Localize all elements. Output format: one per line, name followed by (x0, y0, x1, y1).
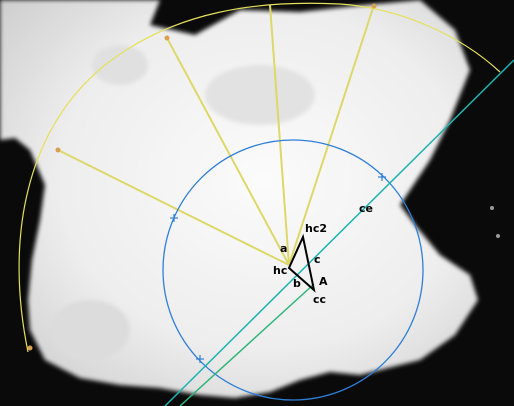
ray (166, 37, 290, 266)
shadow-patch (205, 65, 315, 125)
ray (288, 4, 375, 266)
shadow-patch (92, 45, 148, 85)
shadow-patch (50, 300, 130, 360)
arc-marker (164, 35, 170, 41)
artifact-dot (490, 206, 494, 210)
label-hc: hc (273, 264, 287, 277)
radial-rays (57, 4, 375, 266)
circle-tick (378, 173, 386, 181)
specimen-region (0, 0, 478, 398)
label-c: c (314, 253, 321, 266)
measurement-triangle (287, 233, 316, 293)
artifact-dot (496, 234, 500, 238)
outer-arc (18, 2, 501, 353)
label-b: b (293, 277, 301, 290)
label-A: A (319, 275, 328, 288)
arc-marker (371, 3, 377, 9)
circle-tick (170, 214, 178, 222)
label-ce: ce (359, 202, 373, 215)
cyan-line (164, 59, 514, 406)
circle-ticks (170, 173, 386, 363)
label-hc2: hc2 (305, 222, 327, 235)
green-line (179, 283, 315, 406)
circle-tick (196, 355, 204, 363)
ray (269, 4, 290, 266)
arc-marker (27, 345, 33, 351)
inscribed-circle (162, 139, 424, 401)
ray (57, 149, 290, 266)
label-cc: cc (313, 293, 326, 306)
label-a: a (280, 242, 287, 255)
arc-markers (27, 3, 377, 351)
arc-marker (55, 147, 61, 153)
